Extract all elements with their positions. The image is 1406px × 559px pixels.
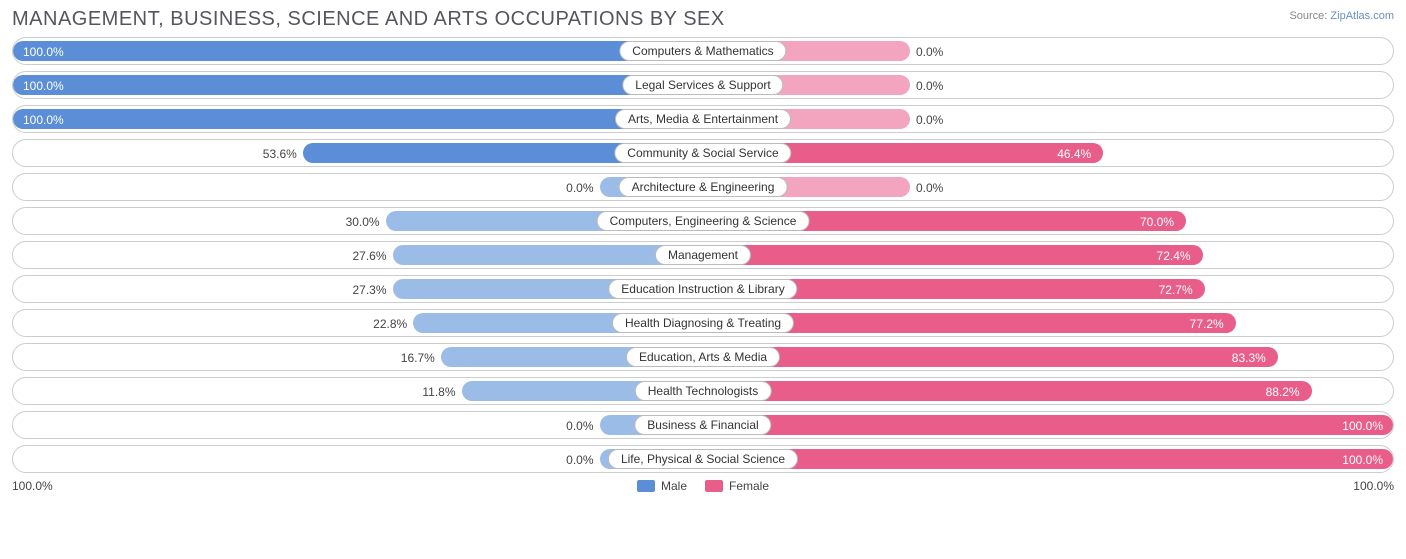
category-pill: Education, Arts & Media: [626, 347, 780, 367]
category-pill: Architecture & Engineering: [619, 177, 788, 197]
legend-female: Female: [705, 479, 769, 493]
female-bar: [703, 415, 1393, 435]
male-bar: [13, 109, 703, 129]
male-pct-label: 100.0%: [23, 72, 64, 99]
female-pct-label: 0.0%: [916, 106, 943, 133]
female-pct-label: 70.0%: [1140, 208, 1174, 235]
category-pill: Legal Services & Support: [622, 75, 783, 95]
chart-row: 0.0% 100.0% Business & Financial: [12, 411, 1394, 439]
source-site: ZipAtlas.com: [1330, 10, 1394, 22]
male-pct-label: 0.0%: [566, 174, 593, 201]
male-bar: [13, 41, 703, 61]
legend-male-swatch: [637, 480, 655, 492]
category-pill: Business & Financial: [634, 415, 771, 435]
category-pill: Computers & Mathematics: [619, 41, 786, 61]
chart-row: 22.8% 77.2% Health Diagnosing & Treating: [12, 309, 1394, 337]
category-pill: Health Technologists: [635, 381, 772, 401]
female-pct-label: 0.0%: [916, 72, 943, 99]
male-pct-label: 11.8%: [422, 378, 455, 405]
female-pct-label: 77.2%: [1190, 310, 1224, 337]
legend-female-swatch: [705, 480, 723, 492]
female-pct-label: 0.0%: [916, 174, 943, 201]
axis-left-label: 100.0%: [12, 479, 53, 493]
category-pill: Computers, Engineering & Science: [597, 211, 810, 231]
category-pill: Management: [655, 245, 751, 265]
chart-row: 0.0% 100.0% Life, Physical & Social Scienc…: [12, 445, 1394, 473]
male-bar: [13, 75, 703, 95]
female-pct-label: 0.0%: [916, 38, 943, 65]
chart-row: 27.6% 72.4% Management: [12, 241, 1394, 269]
female-bar: [703, 449, 1393, 469]
chart-row: 16.7% 83.3% Education, Arts & Media: [12, 343, 1394, 371]
chart-row: 100.0% 0.0% Arts, Media & Entertainment: [12, 105, 1394, 133]
male-pct-label: 16.7%: [401, 344, 435, 371]
legend-male-label: Male: [661, 479, 687, 493]
male-pct-label: 27.6%: [352, 242, 386, 269]
female-bar: [703, 245, 1203, 265]
male-pct-label: 30.0%: [346, 208, 380, 235]
legend-female-label: Female: [729, 479, 769, 493]
chart-row: 0.0% 0.0% Architecture & Engineering: [12, 173, 1394, 201]
category-pill: Life, Physical & Social Science: [608, 449, 798, 469]
axis-right-label: 100.0%: [1353, 479, 1394, 493]
category-pill: Education Instruction & Library: [608, 279, 797, 299]
chart-header: MANAGEMENT, BUSINESS, SCIENCE AND ARTS O…: [12, 8, 1394, 31]
male-pct-label: 0.0%: [566, 446, 593, 473]
female-pct-label: 72.4%: [1157, 242, 1191, 269]
female-pct-label: 46.4%: [1057, 140, 1091, 167]
chart-row: 100.0% 0.0% Computers & Mathematics: [12, 37, 1394, 65]
female-bar: [703, 347, 1278, 367]
chart-footer: 100.0% Male Female 100.0%: [12, 479, 1394, 493]
male-pct-label: 53.6%: [263, 140, 297, 167]
male-pct-label: 22.8%: [373, 310, 407, 337]
female-pct-label: 72.7%: [1159, 276, 1193, 303]
category-pill: Health Diagnosing & Treating: [612, 313, 794, 333]
female-pct-label: 88.2%: [1266, 378, 1300, 405]
female-pct-label: 83.3%: [1232, 344, 1266, 371]
category-pill: Arts, Media & Entertainment: [615, 109, 791, 129]
chart-rows: 100.0%0.0%Computers & Mathematics100.0%0…: [12, 37, 1394, 473]
female-pct-label: 100.0%: [1342, 446, 1383, 473]
chart-row: 30.0% 70.0% Computers, Engineering & Scien…: [12, 207, 1394, 235]
legend-male: Male: [637, 479, 687, 493]
female-pct-label: 100.0%: [1342, 412, 1383, 439]
category-pill: Community & Social Service: [614, 143, 791, 163]
male-pct-label: 100.0%: [23, 106, 64, 133]
chart-legend: Male Female: [637, 479, 769, 493]
chart-title: MANAGEMENT, BUSINESS, SCIENCE AND ARTS O…: [12, 8, 725, 31]
male-pct-label: 100.0%: [23, 38, 64, 65]
chart-row: 11.8% 88.2% Health Technologists: [12, 377, 1394, 405]
chart-source: Source: ZipAtlas.com: [1289, 10, 1394, 22]
male-pct-label: 27.3%: [352, 276, 386, 303]
chart-row: 27.3% 72.7% Education Instruction & Librar…: [12, 275, 1394, 303]
source-label: Source:: [1289, 10, 1327, 22]
chart-row: 100.0% 0.0% Legal Services & Support: [12, 71, 1394, 99]
male-pct-label: 0.0%: [566, 412, 593, 439]
chart-row: 53.6% 46.4% Community & Social Service: [12, 139, 1394, 167]
female-bar: [703, 381, 1312, 401]
